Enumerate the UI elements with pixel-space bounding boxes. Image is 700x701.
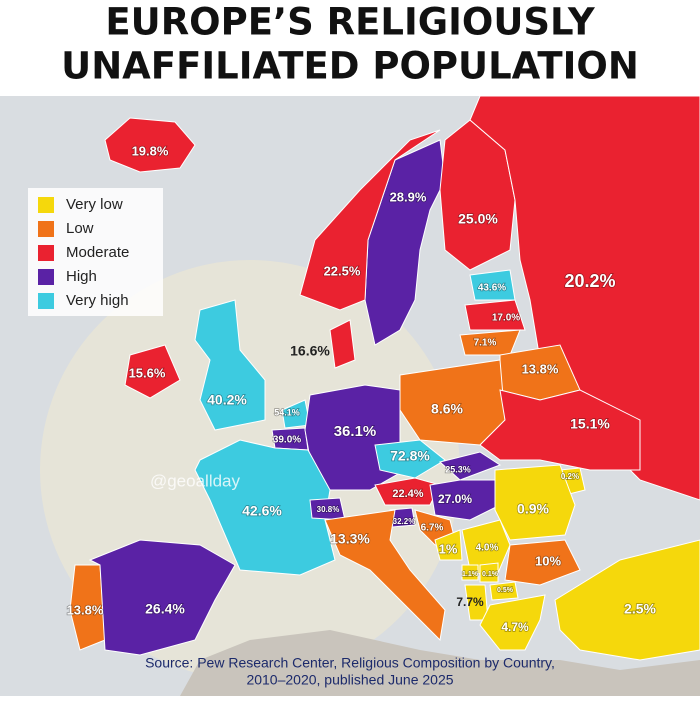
country-shape [479, 594, 546, 651]
country-label: 7.7% [456, 595, 484, 609]
country-shape [504, 539, 581, 586]
country-label: 42.6% [242, 503, 282, 519]
legend-swatch [38, 269, 54, 285]
country-label: 19.8% [132, 143, 169, 158]
country-shape [494, 464, 576, 541]
watermark: @geoallday [150, 471, 241, 490]
legend-swatch [38, 197, 54, 213]
africa-land [180, 630, 700, 696]
country-shape [324, 509, 446, 642]
country-label: 22.5% [324, 263, 361, 278]
country-shape [124, 344, 181, 399]
country-shape [479, 562, 499, 583]
legend-label: Low [66, 220, 94, 237]
country-label: 10% [535, 553, 561, 568]
country-label: 13.3% [330, 531, 370, 547]
country-label: 28.9% [390, 189, 427, 204]
country-label: 13.8% [522, 361, 559, 376]
country-shape [194, 299, 266, 431]
country-label: 0.1% [482, 571, 499, 578]
country-shape [374, 439, 446, 479]
country-label: 4.7% [501, 620, 529, 634]
country-label: 4.0% [476, 543, 499, 554]
legend-label: Moderate [66, 244, 129, 261]
country-shape [461, 564, 479, 581]
country-shape [299, 129, 441, 311]
country-label: 6.7% [421, 523, 444, 534]
country-label: 0.5% [497, 587, 514, 594]
legend-label: Very low [66, 196, 123, 213]
country-label: 36.1% [334, 423, 377, 440]
country-label: 7.1% [474, 338, 497, 349]
country-shape [554, 539, 700, 661]
country-shape [69, 564, 106, 651]
country-label: 27.0% [438, 492, 472, 506]
country-label: 40.2% [207, 392, 247, 408]
country-label: 25.3% [445, 464, 471, 474]
country-label: 20.2% [564, 271, 615, 291]
country-label: 39.0% [273, 435, 301, 446]
title-line: EUROPE’S RELIGIOUSLY [105, 1, 595, 44]
country-label: 1.1% [462, 571, 479, 578]
country-label: 0.9% [517, 501, 549, 517]
country-shape [329, 319, 356, 369]
country-label: 1% [439, 541, 458, 556]
country-shape [489, 581, 519, 601]
country-label: 30.8% [317, 505, 340, 514]
country-label: 17.0% [492, 313, 520, 324]
country-label: 16.6% [290, 343, 330, 359]
country-label: 2.5% [624, 601, 656, 617]
country-shape [438, 451, 502, 481]
legend-swatch [38, 293, 54, 309]
country-label: 43.6% [478, 283, 506, 294]
source-line: Source: Pew Research Center, Religious C… [145, 655, 555, 671]
country-shape [104, 117, 196, 173]
country-label: 8.6% [431, 401, 463, 417]
country-label: 15.6% [129, 365, 166, 380]
country-label: 0.2% [561, 472, 579, 481]
header-bg [0, 0, 700, 96]
source-line: 2010–2020, published June 2025 [246, 672, 453, 688]
country-shape [88, 539, 236, 656]
country-label: 25.0% [458, 211, 498, 227]
country-label: 72.8% [390, 448, 430, 464]
country-label: 22.4% [392, 488, 423, 500]
country-shape [194, 439, 336, 576]
legend-label: Very high [66, 292, 129, 309]
country-label: 32.2% [393, 517, 416, 526]
country-label: 54.1% [274, 407, 300, 417]
legend-label: High [66, 268, 97, 285]
title-line: UNAFFILIATED POPULATION [61, 45, 639, 88]
country-shape [434, 529, 463, 561]
country-label: 15.1% [570, 416, 610, 432]
country-shape [464, 299, 526, 331]
country-label: 26.4% [145, 601, 185, 617]
legend-swatch [38, 245, 54, 261]
country-label: 13.8% [67, 602, 104, 617]
legend-swatch [38, 221, 54, 237]
country-shape [479, 389, 641, 471]
